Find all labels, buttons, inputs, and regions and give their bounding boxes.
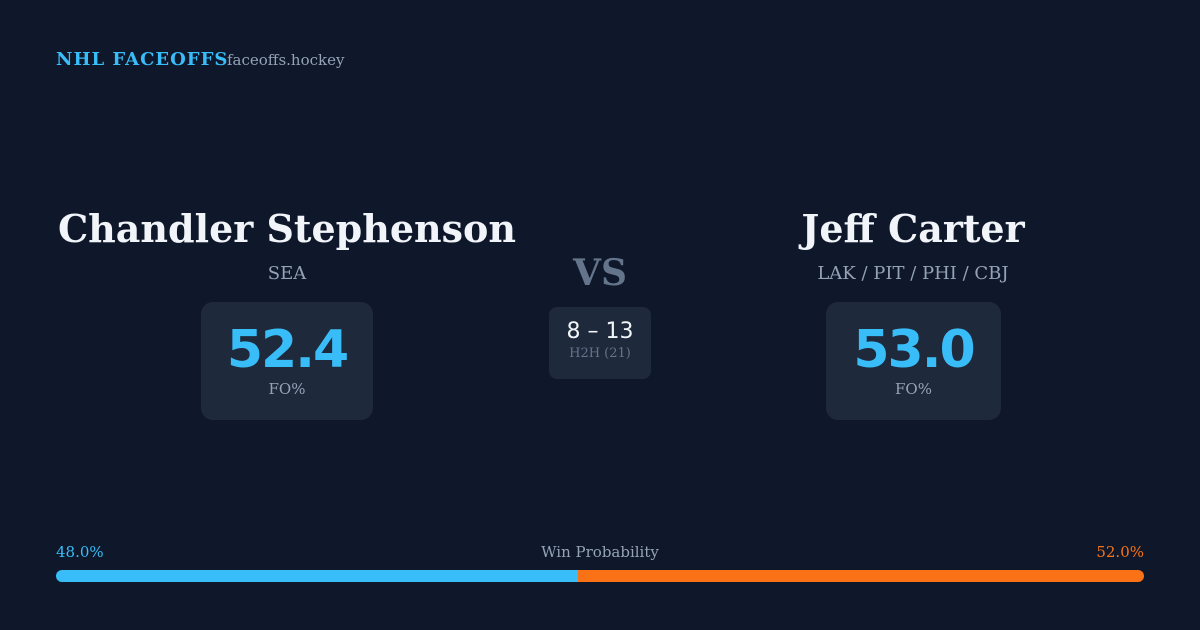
fo-box: 53.0 FO% — [826, 302, 1001, 420]
win-prob-right: 52.0% — [1096, 543, 1144, 561]
h2h-score: 8 – 13 — [566, 319, 634, 344]
win-prob-title: Win Probability — [541, 543, 659, 561]
fo-label: FO% — [895, 380, 932, 398]
h2h-box: 8 – 13 H2H (21) — [549, 307, 651, 379]
player-name: Chandler Stephenson — [57, 206, 517, 251]
fo-label: FO% — [268, 380, 306, 398]
player-team: LAK / PIT / PHI / CBJ — [817, 263, 1009, 284]
fo-pct: 53.0 — [853, 320, 975, 380]
versus: VS — [573, 252, 627, 294]
player-name: Jeff Carter — [801, 206, 1025, 251]
win-prob-segment — [578, 570, 1144, 582]
win-prob-segment — [56, 570, 579, 582]
fo-box: 52.4 FO% — [201, 302, 373, 420]
h2h-label: H2H (21) — [569, 346, 631, 361]
win-prob-bar — [56, 570, 1144, 582]
brand: NHL FACEOFFS — [56, 49, 229, 70]
fo-pct: 52.4 — [226, 320, 349, 380]
site: faceoffs.hockey — [227, 51, 345, 69]
player-team: SEA — [267, 263, 307, 284]
win-prob-left: 48.0% — [56, 543, 104, 561]
